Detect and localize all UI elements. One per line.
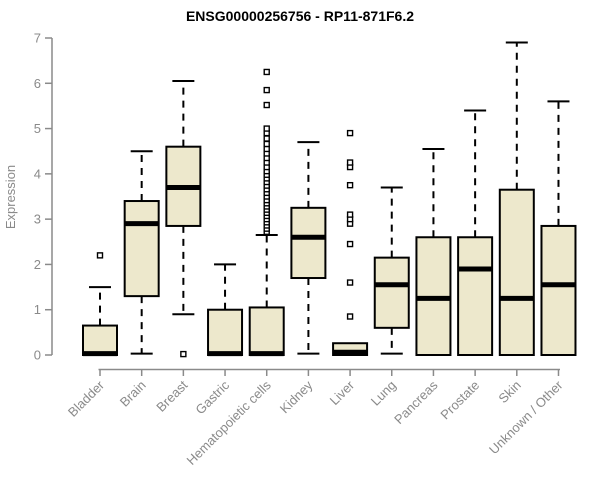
outlier-point bbox=[346, 159, 354, 166]
x-tick-label: Kidney bbox=[277, 377, 316, 416]
box-group-breast bbox=[165, 80, 202, 358]
box-group-kidney bbox=[290, 141, 327, 355]
box-iqr bbox=[332, 342, 369, 356]
outlier-point bbox=[346, 211, 354, 218]
x-tick-label: Breast bbox=[153, 377, 190, 414]
y-tick-label: 4 bbox=[34, 166, 41, 181]
outlier-point bbox=[263, 140, 270, 148]
x-tick-label: Unknown / Other bbox=[486, 377, 566, 457]
y-axis-label: Expression bbox=[3, 165, 18, 229]
box-group-unknown-other bbox=[540, 100, 577, 356]
outlier-point bbox=[180, 350, 187, 358]
box-group-brain bbox=[123, 150, 160, 355]
outlier-point bbox=[346, 313, 354, 320]
chart-title: ENSG00000256756 - RP11-871F6.2 bbox=[185, 8, 415, 24]
x-tick-label: Lung bbox=[368, 378, 399, 409]
outlier-point bbox=[263, 125, 270, 132]
box-iqr bbox=[373, 256, 410, 329]
x-tick-label: Liver bbox=[327, 377, 358, 408]
box-group-liver bbox=[332, 129, 369, 356]
x-tick-label: Gastric bbox=[192, 377, 232, 417]
outlier-point bbox=[263, 101, 270, 109]
box-group-lung bbox=[373, 186, 410, 355]
y-tick-label: 7 bbox=[34, 31, 41, 46]
x-tick-label: Prostate bbox=[437, 378, 482, 423]
outlier-point bbox=[263, 145, 270, 153]
y-tick-label: 1 bbox=[34, 302, 41, 317]
box-iqr bbox=[207, 308, 244, 357]
y-tick-label: 2 bbox=[34, 257, 41, 272]
y-tick-label: 0 bbox=[34, 348, 41, 363]
outlier-point bbox=[346, 279, 354, 286]
outlier-point bbox=[96, 252, 104, 259]
box-iqr bbox=[290, 206, 327, 280]
x-tick-label: Brain bbox=[117, 378, 149, 410]
box-group-hematopoietic-cells bbox=[248, 68, 285, 357]
x-tick-label: Bladder bbox=[65, 377, 108, 420]
box-group-prostate bbox=[457, 109, 494, 356]
box-iqr bbox=[248, 306, 285, 357]
outlier-point bbox=[263, 135, 270, 142]
outlier-point bbox=[346, 181, 354, 189]
box-group-skin bbox=[498, 41, 535, 356]
box-group-gastric bbox=[207, 263, 244, 357]
box-iqr bbox=[123, 200, 160, 298]
y-tick-label: 5 bbox=[34, 121, 41, 136]
box-group-bladder bbox=[82, 252, 118, 357]
box-iqr bbox=[498, 188, 535, 356]
box-iqr bbox=[82, 324, 118, 357]
box-group-pancreas bbox=[415, 147, 452, 356]
y-tick-label: 6 bbox=[34, 76, 41, 91]
outlier-point bbox=[346, 129, 354, 137]
outlier-point bbox=[346, 240, 354, 248]
x-tick-label: Pancreas bbox=[391, 377, 441, 427]
outlier-point bbox=[263, 86, 270, 94]
x-tick-label: Skin bbox=[495, 378, 523, 406]
outlier-point bbox=[263, 68, 270, 76]
y-tick-label: 3 bbox=[34, 212, 41, 227]
box-iqr bbox=[457, 236, 494, 356]
box-iqr bbox=[540, 224, 577, 356]
